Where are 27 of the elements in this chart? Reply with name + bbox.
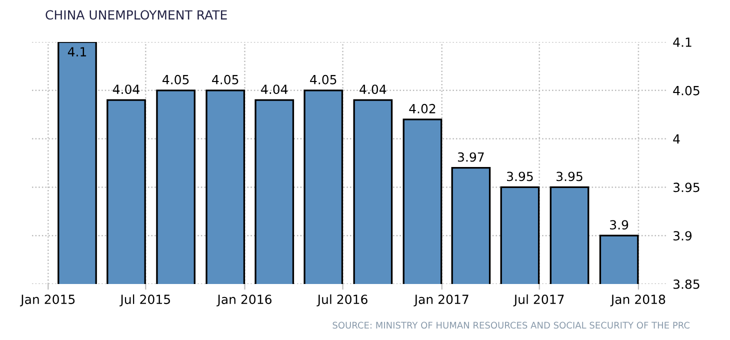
x-tick-label: Jan 2018	[610, 294, 666, 306]
x-tick-label: Jan 2015	[20, 294, 75, 306]
y-tick-label: 3.95	[674, 182, 700, 192]
x-tick-label: Jul 2017	[513, 294, 564, 306]
data-label: 3.9	[610, 220, 628, 230]
y-tick-label: 4.05	[673, 86, 700, 96]
data-label: 3.95	[556, 172, 582, 182]
data-label: 4.1	[68, 47, 86, 56]
data-label: 4.04	[261, 84, 288, 94]
data-label: 3.97	[458, 152, 484, 162]
x-tick-label: Jan 2016	[216, 294, 272, 306]
source-note: SOURCE: MINISTRY OF HUMAN RESOURCES AND SOCIAL SECURITY OF THE PRC	[332, 322, 690, 329]
y-tick-label: 3.85	[674, 279, 700, 289]
data-label: 4.04	[112, 84, 140, 94]
x-tick-label: Jul 2016	[316, 294, 368, 306]
data-label: 4.05	[310, 74, 336, 84]
data-label: 4.04	[360, 84, 386, 94]
chart-title: CHINA UNEMPLOYMENT RATE	[46, 10, 227, 20]
y-tick-label: 4.1	[673, 38, 692, 47]
data-label: 4.05	[212, 74, 238, 84]
data-label: 4.02	[409, 104, 436, 114]
x-tick-label: Jul 2015	[120, 294, 170, 306]
y-tick-label: 3.9	[674, 231, 692, 241]
data-label: 4.05	[162, 74, 189, 84]
y-tick-label: 4	[673, 134, 680, 144]
data-label: 3.95	[507, 172, 533, 182]
x-tick-label: Jan 2017	[414, 294, 468, 306]
